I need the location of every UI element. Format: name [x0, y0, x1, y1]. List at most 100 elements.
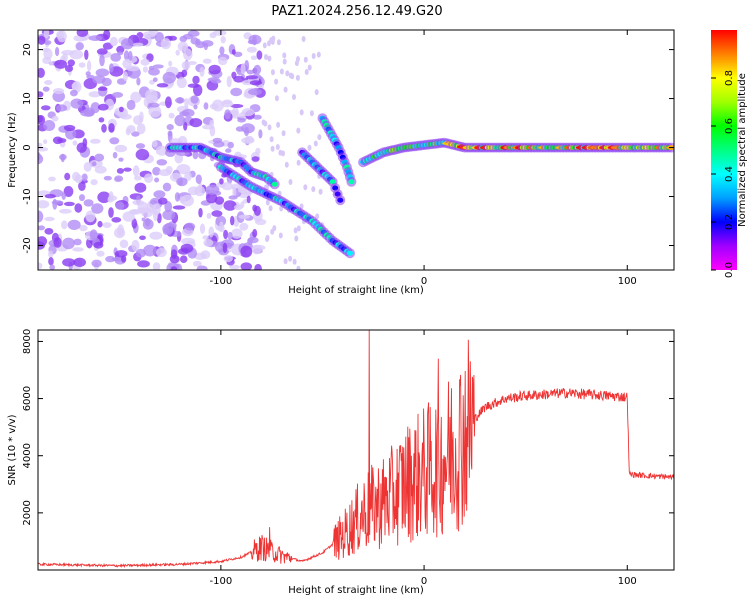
noise-blob	[181, 61, 191, 70]
noise-blob	[53, 237, 62, 248]
noise-blob	[187, 83, 200, 88]
noise-blob	[91, 259, 102, 268]
noise-blob	[199, 223, 206, 234]
noise-blob	[237, 117, 246, 123]
noise-blob	[202, 58, 212, 64]
noise-blob	[313, 140, 318, 147]
noise-blob	[175, 263, 183, 270]
noise-blob	[143, 244, 157, 257]
noise-blob	[111, 92, 124, 98]
noise-blob	[103, 175, 112, 181]
noise-blob	[199, 66, 205, 77]
trace-cell	[348, 179, 355, 185]
y-tick-label: 8000	[22, 329, 33, 354]
noise-blob	[288, 255, 293, 262]
noise-blob	[154, 32, 164, 43]
noise-blob	[240, 63, 246, 75]
noise-blob	[211, 79, 222, 84]
noise-blob	[208, 64, 221, 75]
noise-blob	[221, 100, 234, 108]
noise-blob	[38, 142, 43, 148]
noise-blob	[130, 91, 142, 103]
noise-blob	[38, 225, 45, 231]
noise-blob	[292, 258, 297, 265]
noise-blob	[270, 69, 275, 76]
noise-blob	[109, 36, 118, 47]
noise-blob	[246, 69, 254, 75]
noise-blob	[175, 97, 185, 104]
noise-blob	[56, 104, 68, 112]
noise-blob	[268, 205, 273, 212]
noise-blob	[279, 68, 284, 75]
noise-blob	[168, 60, 173, 67]
x-tick-label: -100	[210, 276, 233, 287]
noise-blob	[44, 80, 53, 85]
noise-blob	[281, 150, 285, 157]
noise-blob	[269, 136, 274, 143]
noise-blob	[38, 200, 50, 209]
noise-blob	[123, 50, 130, 61]
noise-blob	[188, 61, 197, 65]
noise-blob	[182, 33, 194, 40]
noise-blob	[175, 49, 180, 56]
noise-blob	[225, 148, 232, 153]
noise-blob	[203, 239, 214, 247]
noise-blob	[248, 88, 262, 96]
noise-blob	[226, 75, 232, 88]
noise-blob	[97, 220, 103, 228]
noise-blob	[135, 143, 146, 149]
noise-blob	[41, 105, 51, 111]
noise-blob	[245, 75, 259, 80]
noise-blob	[317, 134, 322, 141]
noise-blob	[172, 205, 186, 210]
noise-blob	[43, 120, 56, 131]
noise-blob	[89, 138, 101, 144]
noise-blob	[303, 56, 308, 63]
noise-blob	[135, 148, 150, 161]
snr-axes: -100 0 100 2000 4000 6000 8000	[22, 329, 674, 587]
noise-blob	[70, 98, 84, 109]
noise-blob	[48, 176, 56, 182]
noise-blob	[265, 234, 270, 241]
y-tick-label: 10	[22, 92, 33, 105]
noise-blob	[140, 58, 150, 66]
noise-blob	[215, 215, 227, 227]
noise-blob	[219, 178, 224, 185]
noise-blob	[152, 166, 161, 176]
noise-blob	[179, 111, 190, 116]
noise-blob	[57, 30, 67, 43]
noise-blob	[283, 258, 288, 265]
noise-blob	[303, 184, 308, 191]
noise-blob	[206, 212, 212, 219]
noise-blob	[252, 229, 258, 238]
trace-main-trace	[165, 142, 280, 190]
noise-blob	[128, 50, 133, 62]
noise-blob	[76, 142, 87, 153]
noise-blob	[134, 175, 142, 181]
noise-blob	[314, 89, 319, 96]
noise-blob	[250, 55, 258, 61]
noise-blob	[275, 144, 280, 150]
noise-blob	[169, 254, 180, 264]
noise-blob	[223, 255, 233, 263]
noise-blob	[192, 75, 200, 85]
noise-blob	[72, 171, 81, 182]
noise-blob	[55, 46, 60, 57]
noise-blob	[241, 108, 255, 117]
noise-blob	[38, 67, 45, 78]
noise-blob	[119, 106, 124, 113]
noise-blob	[155, 145, 168, 156]
noise-blob	[196, 265, 208, 270]
noise-blob	[227, 231, 233, 240]
colorbar-ticks: 0.0 0.2 0.4 0.6 0.8	[711, 70, 735, 278]
noise-blob	[150, 200, 158, 205]
noise-blob	[238, 214, 251, 219]
noise-blob	[131, 239, 140, 252]
noise-blob	[114, 175, 124, 182]
noise-blob	[94, 153, 105, 162]
snr-panel: -100 0 100 2000 4000 6000 8000 Height of strai…	[7, 329, 675, 596]
noise-blob	[38, 35, 46, 45]
noise-blob	[84, 49, 89, 60]
noise-blob	[97, 86, 108, 91]
noise-blob	[247, 39, 258, 45]
